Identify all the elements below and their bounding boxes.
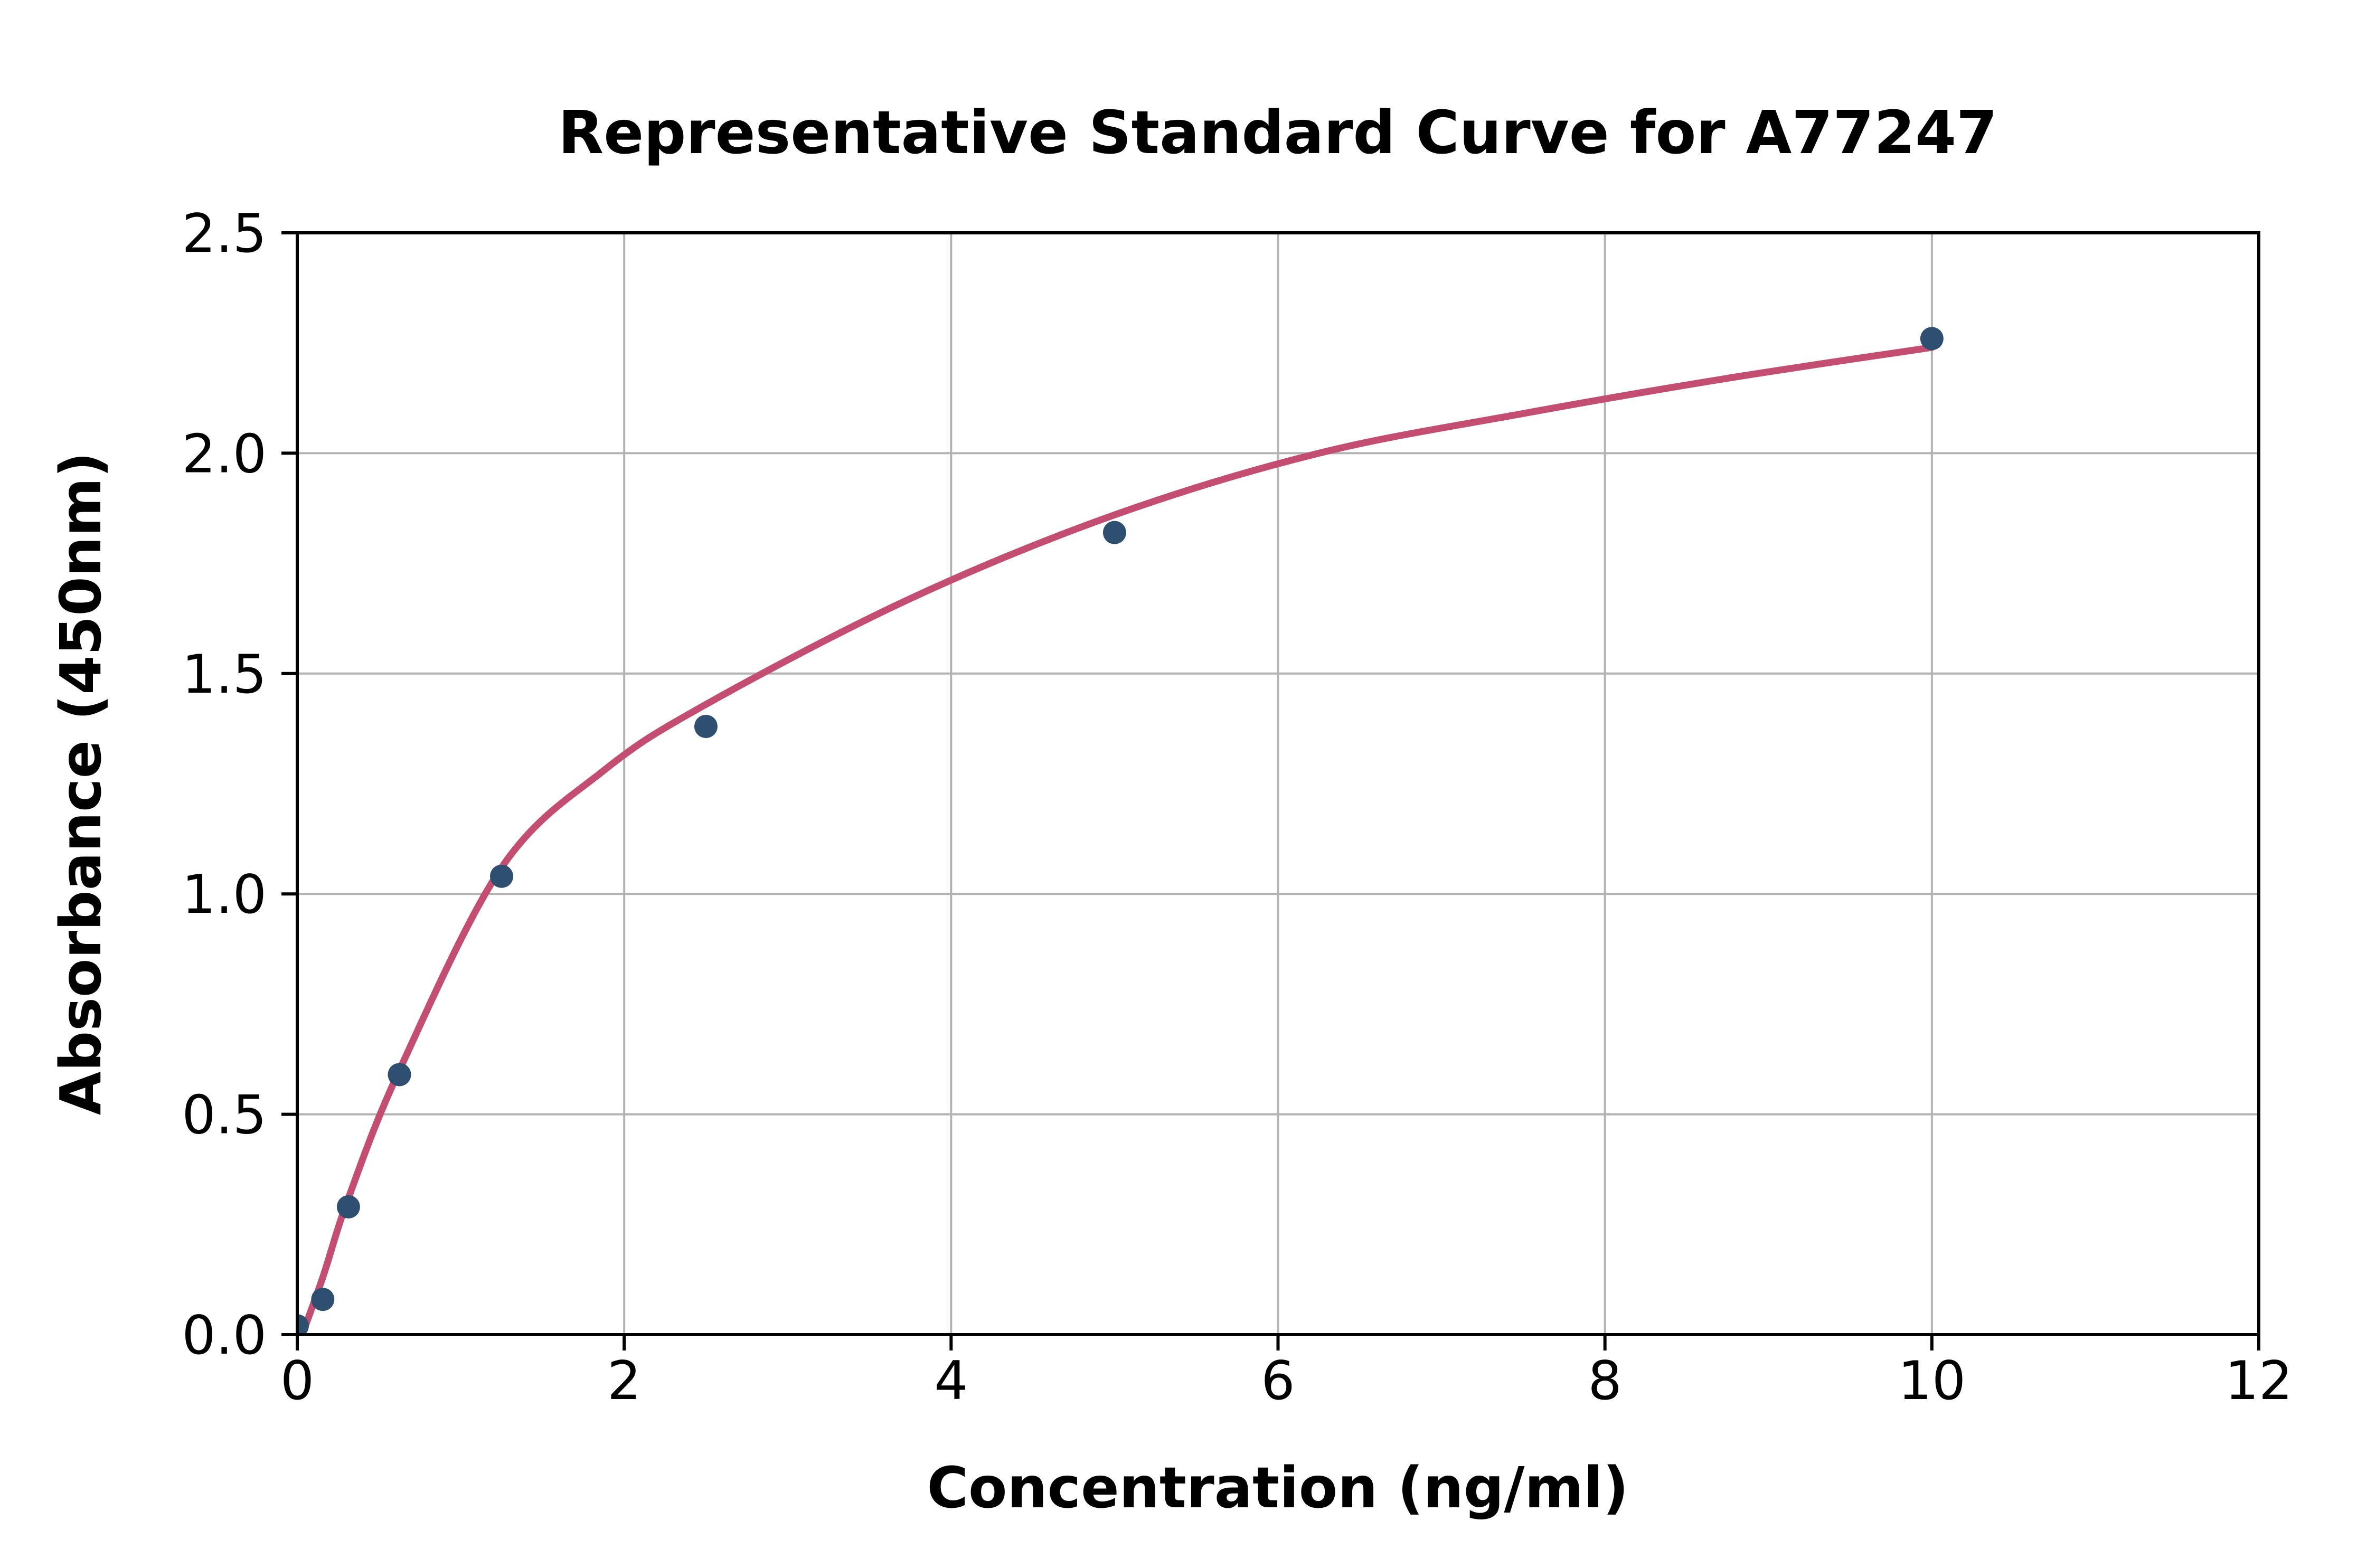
data-point [388,1063,411,1087]
gridlines [297,233,2259,1335]
x-tick-label: 12 [2225,1349,2293,1412]
fitted-curve-line [298,344,1936,1335]
data-point [297,1314,309,1335]
data-point [1102,521,1126,544]
y-tick-label: 0.0 [182,1304,267,1366]
axis-ticks [281,231,2260,1350]
y-axis-label: Absorbance (450nm) [49,452,114,1115]
y-tick-label: 2.0 [182,422,267,485]
x-tick-label: 8 [1588,1349,1622,1412]
y-tick-label: 1.0 [182,863,267,925]
data-point [489,864,513,888]
data-point [336,1195,360,1218]
data-point [1920,327,1944,351]
x-tick-label: 10 [1898,1349,1966,1412]
x-tick-label: 0 [280,1349,314,1412]
y-tick-label: 1.5 [182,643,267,705]
data-point [311,1288,335,1311]
x-tick-label: 2 [607,1349,641,1412]
plot-marks [297,327,1944,1335]
chart-title: Representative Standard Curve for A77247 [558,99,1997,167]
y-tick-label: 2.5 [182,202,267,265]
data-point [694,714,718,738]
x-tick-label: 4 [934,1349,968,1412]
x-tick-label: 6 [1261,1349,1295,1412]
tick-labels: 0 2 4 6 8 10 12 0.0 0.5 1.0 1.5 2.0 2.5 [182,202,2293,1412]
y-tick-label: 0.5 [182,1084,267,1146]
x-axis-label: Concentration (ng/ml) [927,1456,1628,1521]
